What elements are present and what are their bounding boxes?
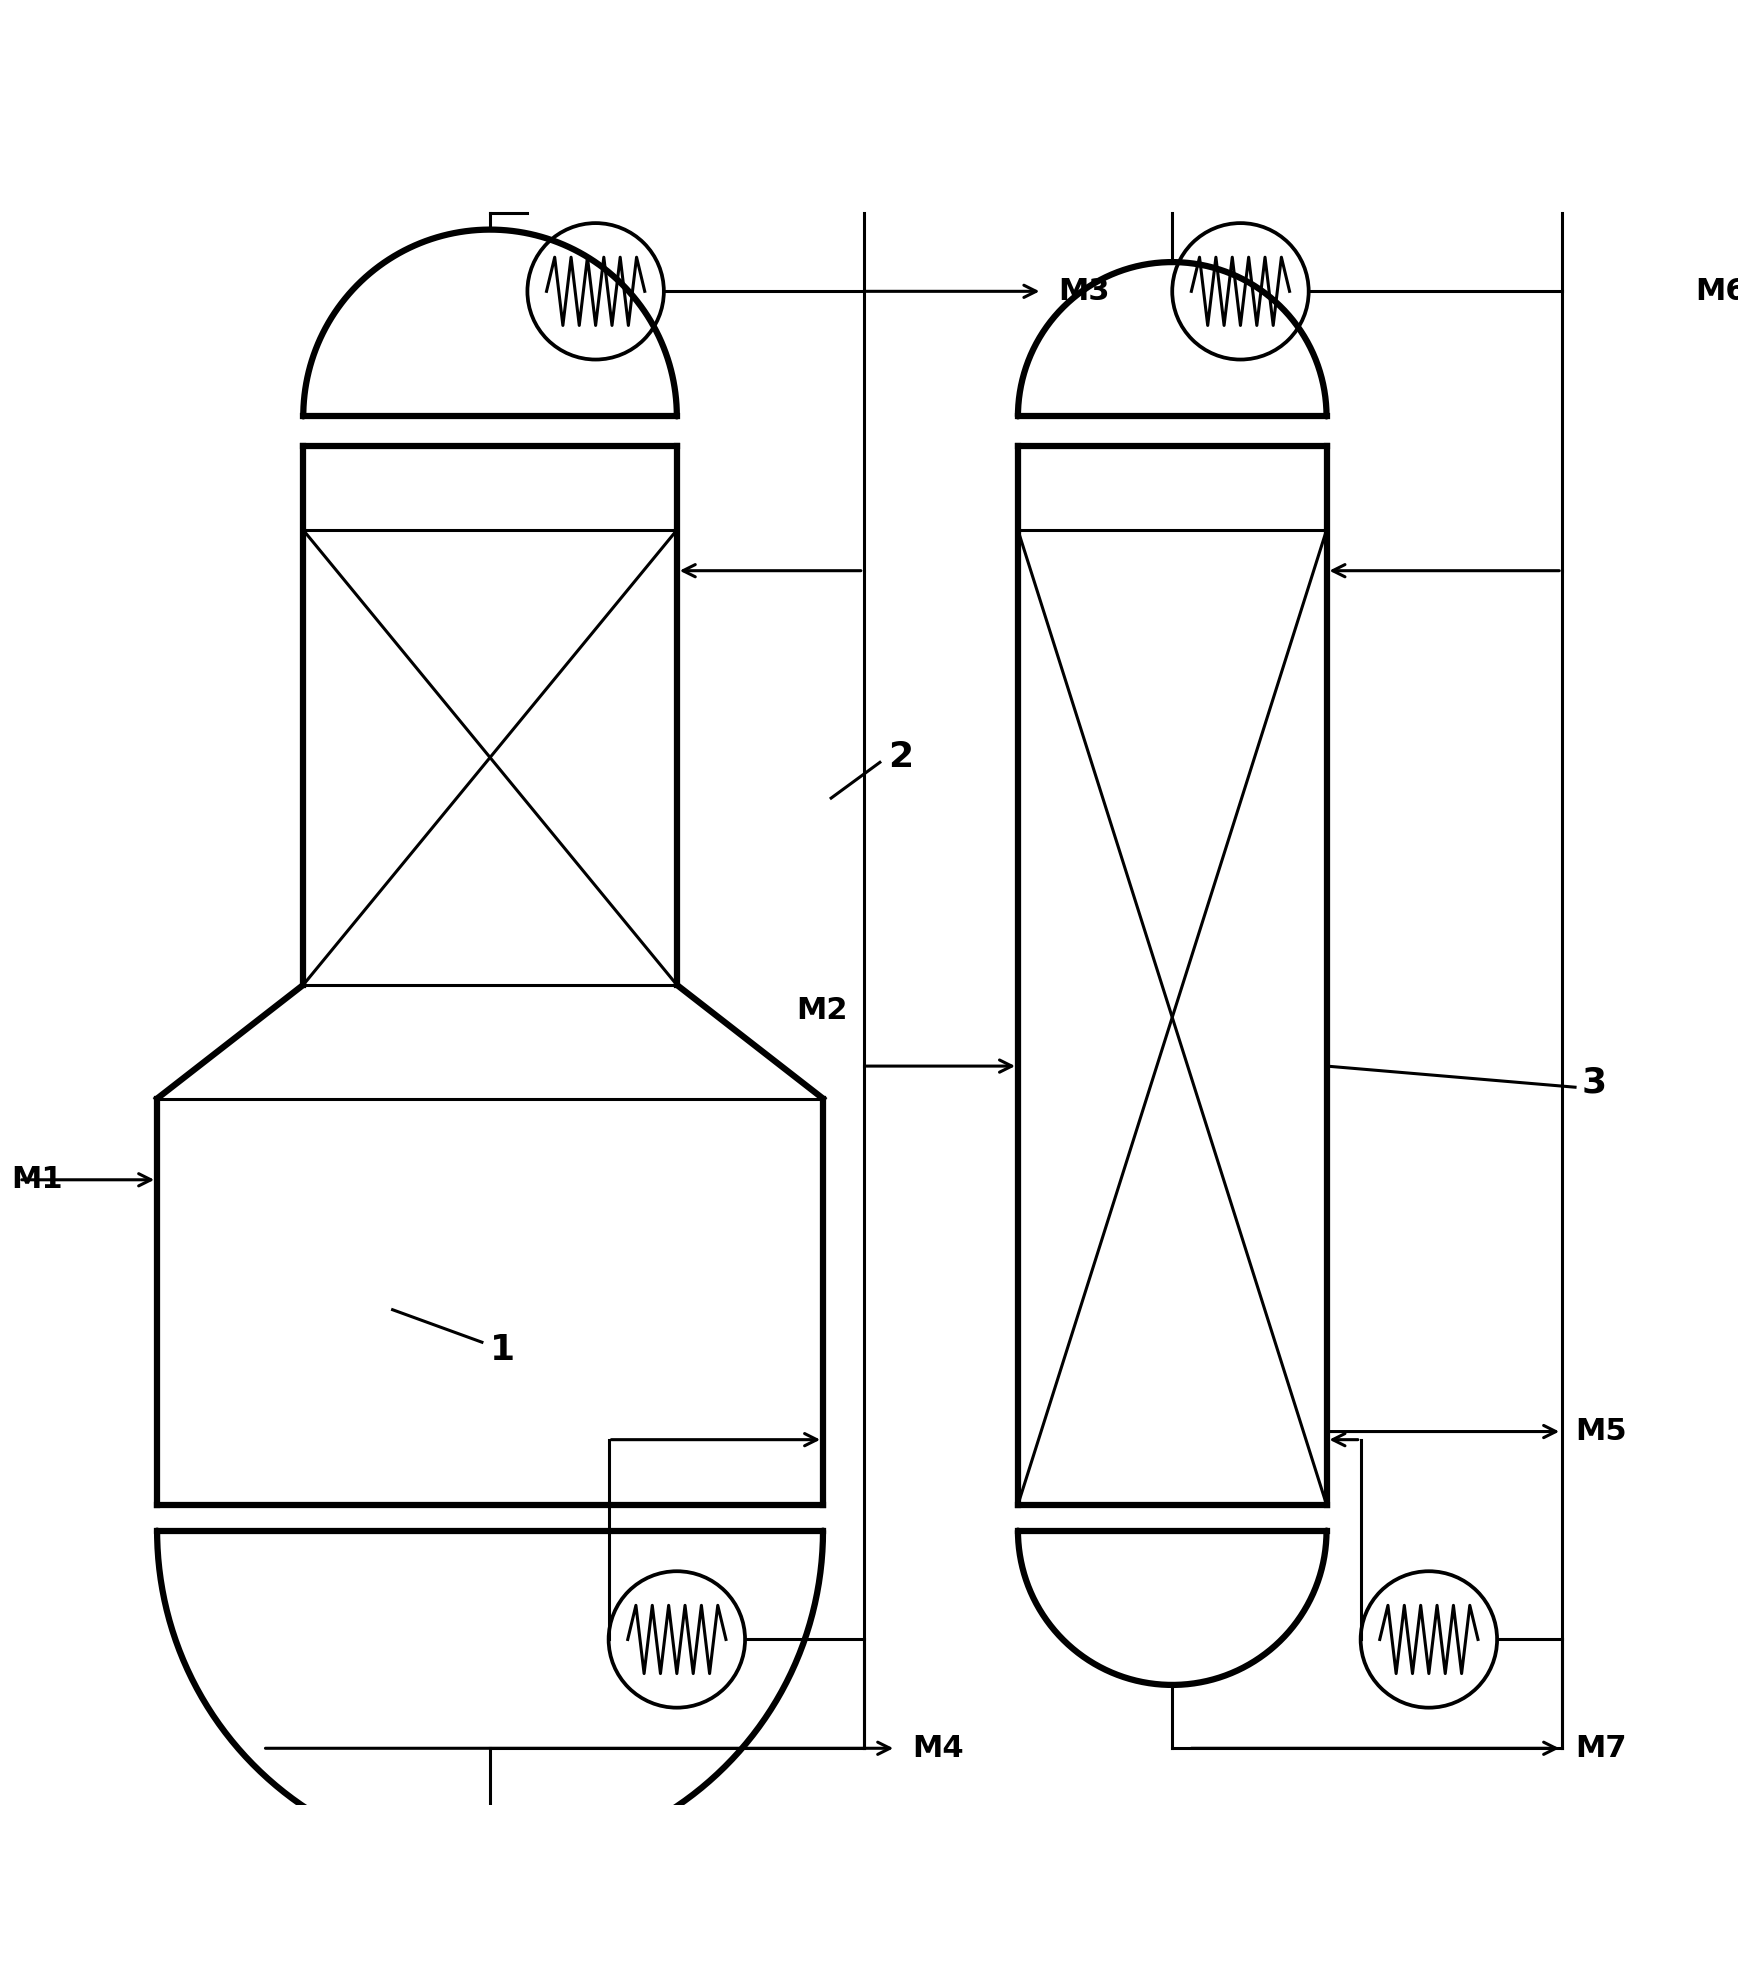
Text: M5: M5 (1575, 1418, 1627, 1446)
Text: 3: 3 (1582, 1064, 1606, 1100)
Text: M6: M6 (1695, 276, 1738, 306)
Text: M4: M4 (912, 1734, 965, 1764)
Text: M1: M1 (10, 1166, 63, 1194)
Text: 1: 1 (490, 1333, 514, 1366)
Text: M7: M7 (1575, 1734, 1627, 1764)
Text: M2: M2 (796, 997, 848, 1025)
Text: M3: M3 (1058, 276, 1111, 306)
Text: 2: 2 (888, 741, 912, 775)
